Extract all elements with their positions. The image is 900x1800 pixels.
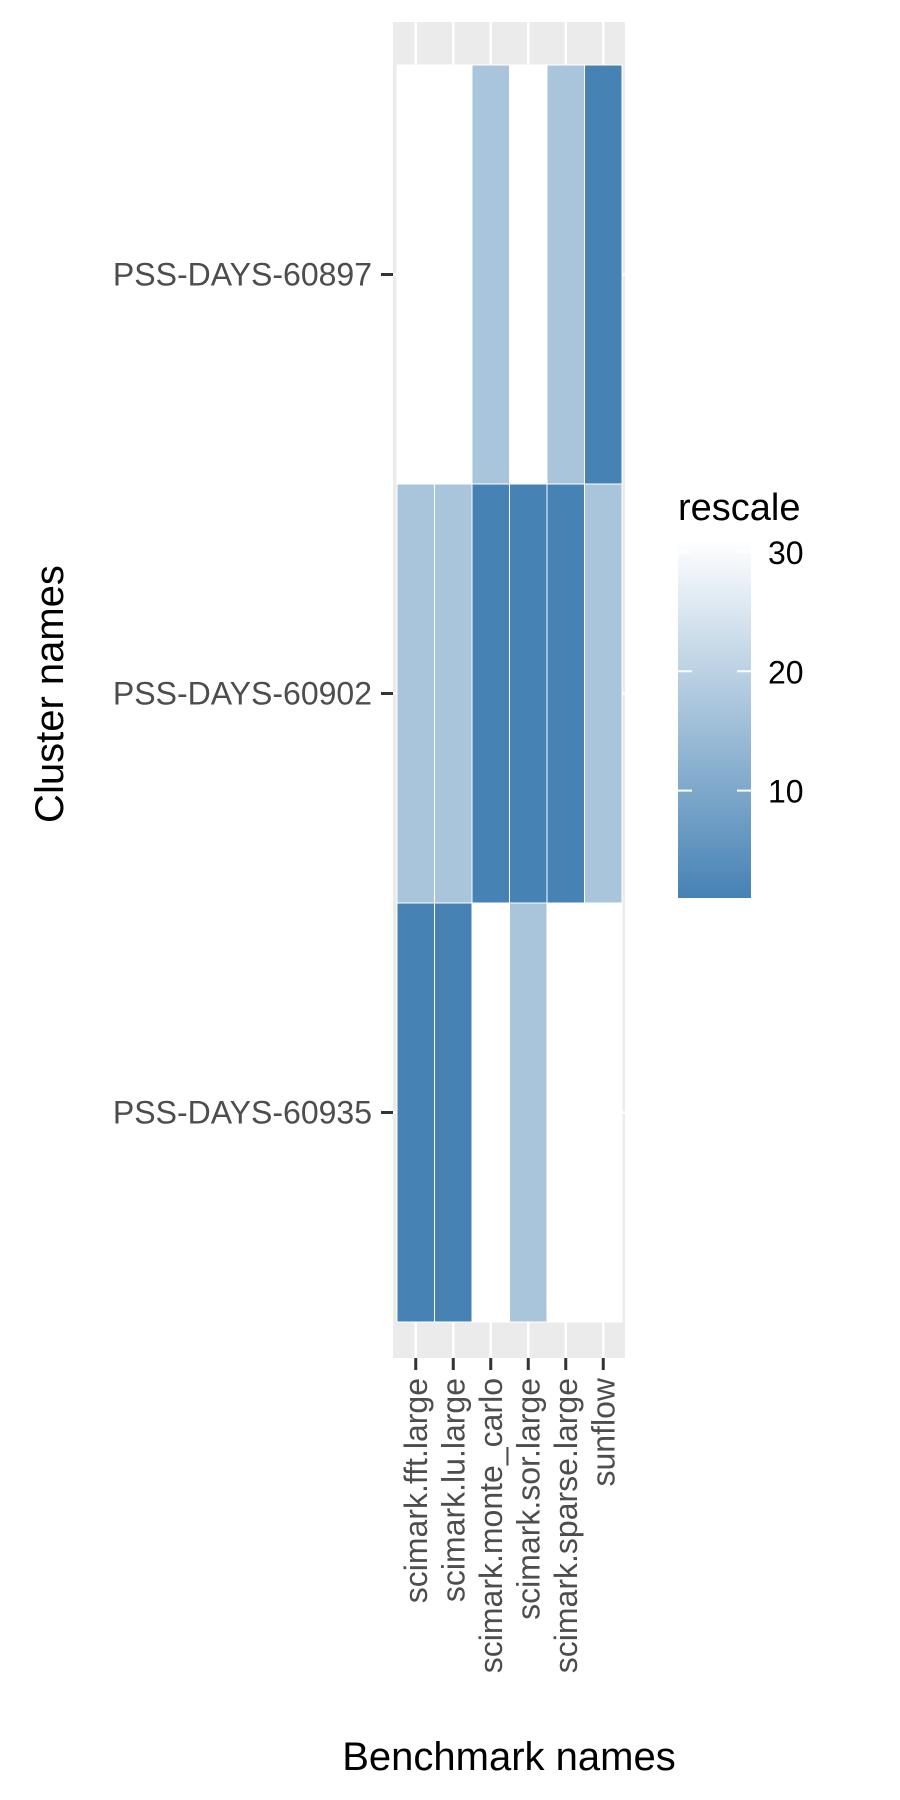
- heatmap-cell: [546, 902, 585, 1323]
- y-tick-label: PSS-DAYS-60902: [113, 676, 372, 712]
- legend-tick-label: 30: [768, 535, 804, 571]
- heatmap-cell: [434, 483, 473, 904]
- x-tick-label: scimark.sparse.large: [548, 1378, 584, 1673]
- x-axis-title: Benchmark names: [342, 1735, 675, 1779]
- legend-colorbar: [678, 540, 751, 898]
- y-tick-label: PSS-DAYS-60935: [113, 1095, 372, 1131]
- x-tick-label: scimark.sor.large: [510, 1378, 546, 1620]
- y-tick-label: PSS-DAYS-60897: [113, 257, 372, 293]
- heatmap-cell: [584, 483, 623, 904]
- heatmap-cell: [471, 64, 510, 485]
- legend: rescale 10 20 30: [678, 487, 804, 898]
- heatmap-cell: [509, 64, 548, 485]
- heatmap-cell: [396, 902, 435, 1323]
- heatmap-cell: [434, 902, 473, 1323]
- heatmap-cells: [396, 64, 623, 1323]
- heatmap-cell: [396, 483, 435, 904]
- heatmap-cell: [471, 483, 510, 904]
- x-tick-label: sunflow: [585, 1377, 621, 1486]
- x-tick-label: scimark.fft.large: [398, 1378, 434, 1603]
- heatmap-cell: [509, 483, 548, 904]
- legend-tick-label: 20: [768, 654, 804, 690]
- heatmap-cell: [546, 483, 585, 904]
- heatmap-cell: [434, 64, 473, 485]
- heatmap-cell: [584, 64, 623, 485]
- legend-ticks: 10 20 30: [678, 535, 804, 810]
- heatmap-cell: [584, 902, 623, 1323]
- heatmap-cell: [546, 64, 585, 485]
- legend-title: rescale: [678, 487, 801, 529]
- heatmap-cell: [509, 902, 548, 1323]
- x-tick-label: scimark.lu.large: [435, 1378, 471, 1602]
- heatmap-cell: [471, 902, 510, 1323]
- y-axis-title: Cluster names: [28, 565, 72, 823]
- legend-tick-label: 10: [768, 774, 804, 810]
- x-axis: scimark.fft.large scimark.lu.large scimark…: [398, 1358, 621, 1673]
- x-tick-label: scimark.monte_carlo: [473, 1378, 509, 1673]
- heatmap-cell: [396, 64, 435, 485]
- y-axis: PSS-DAYS-60897 PSS-DAYS-60902 PSS-DAYS-609…: [113, 257, 393, 1131]
